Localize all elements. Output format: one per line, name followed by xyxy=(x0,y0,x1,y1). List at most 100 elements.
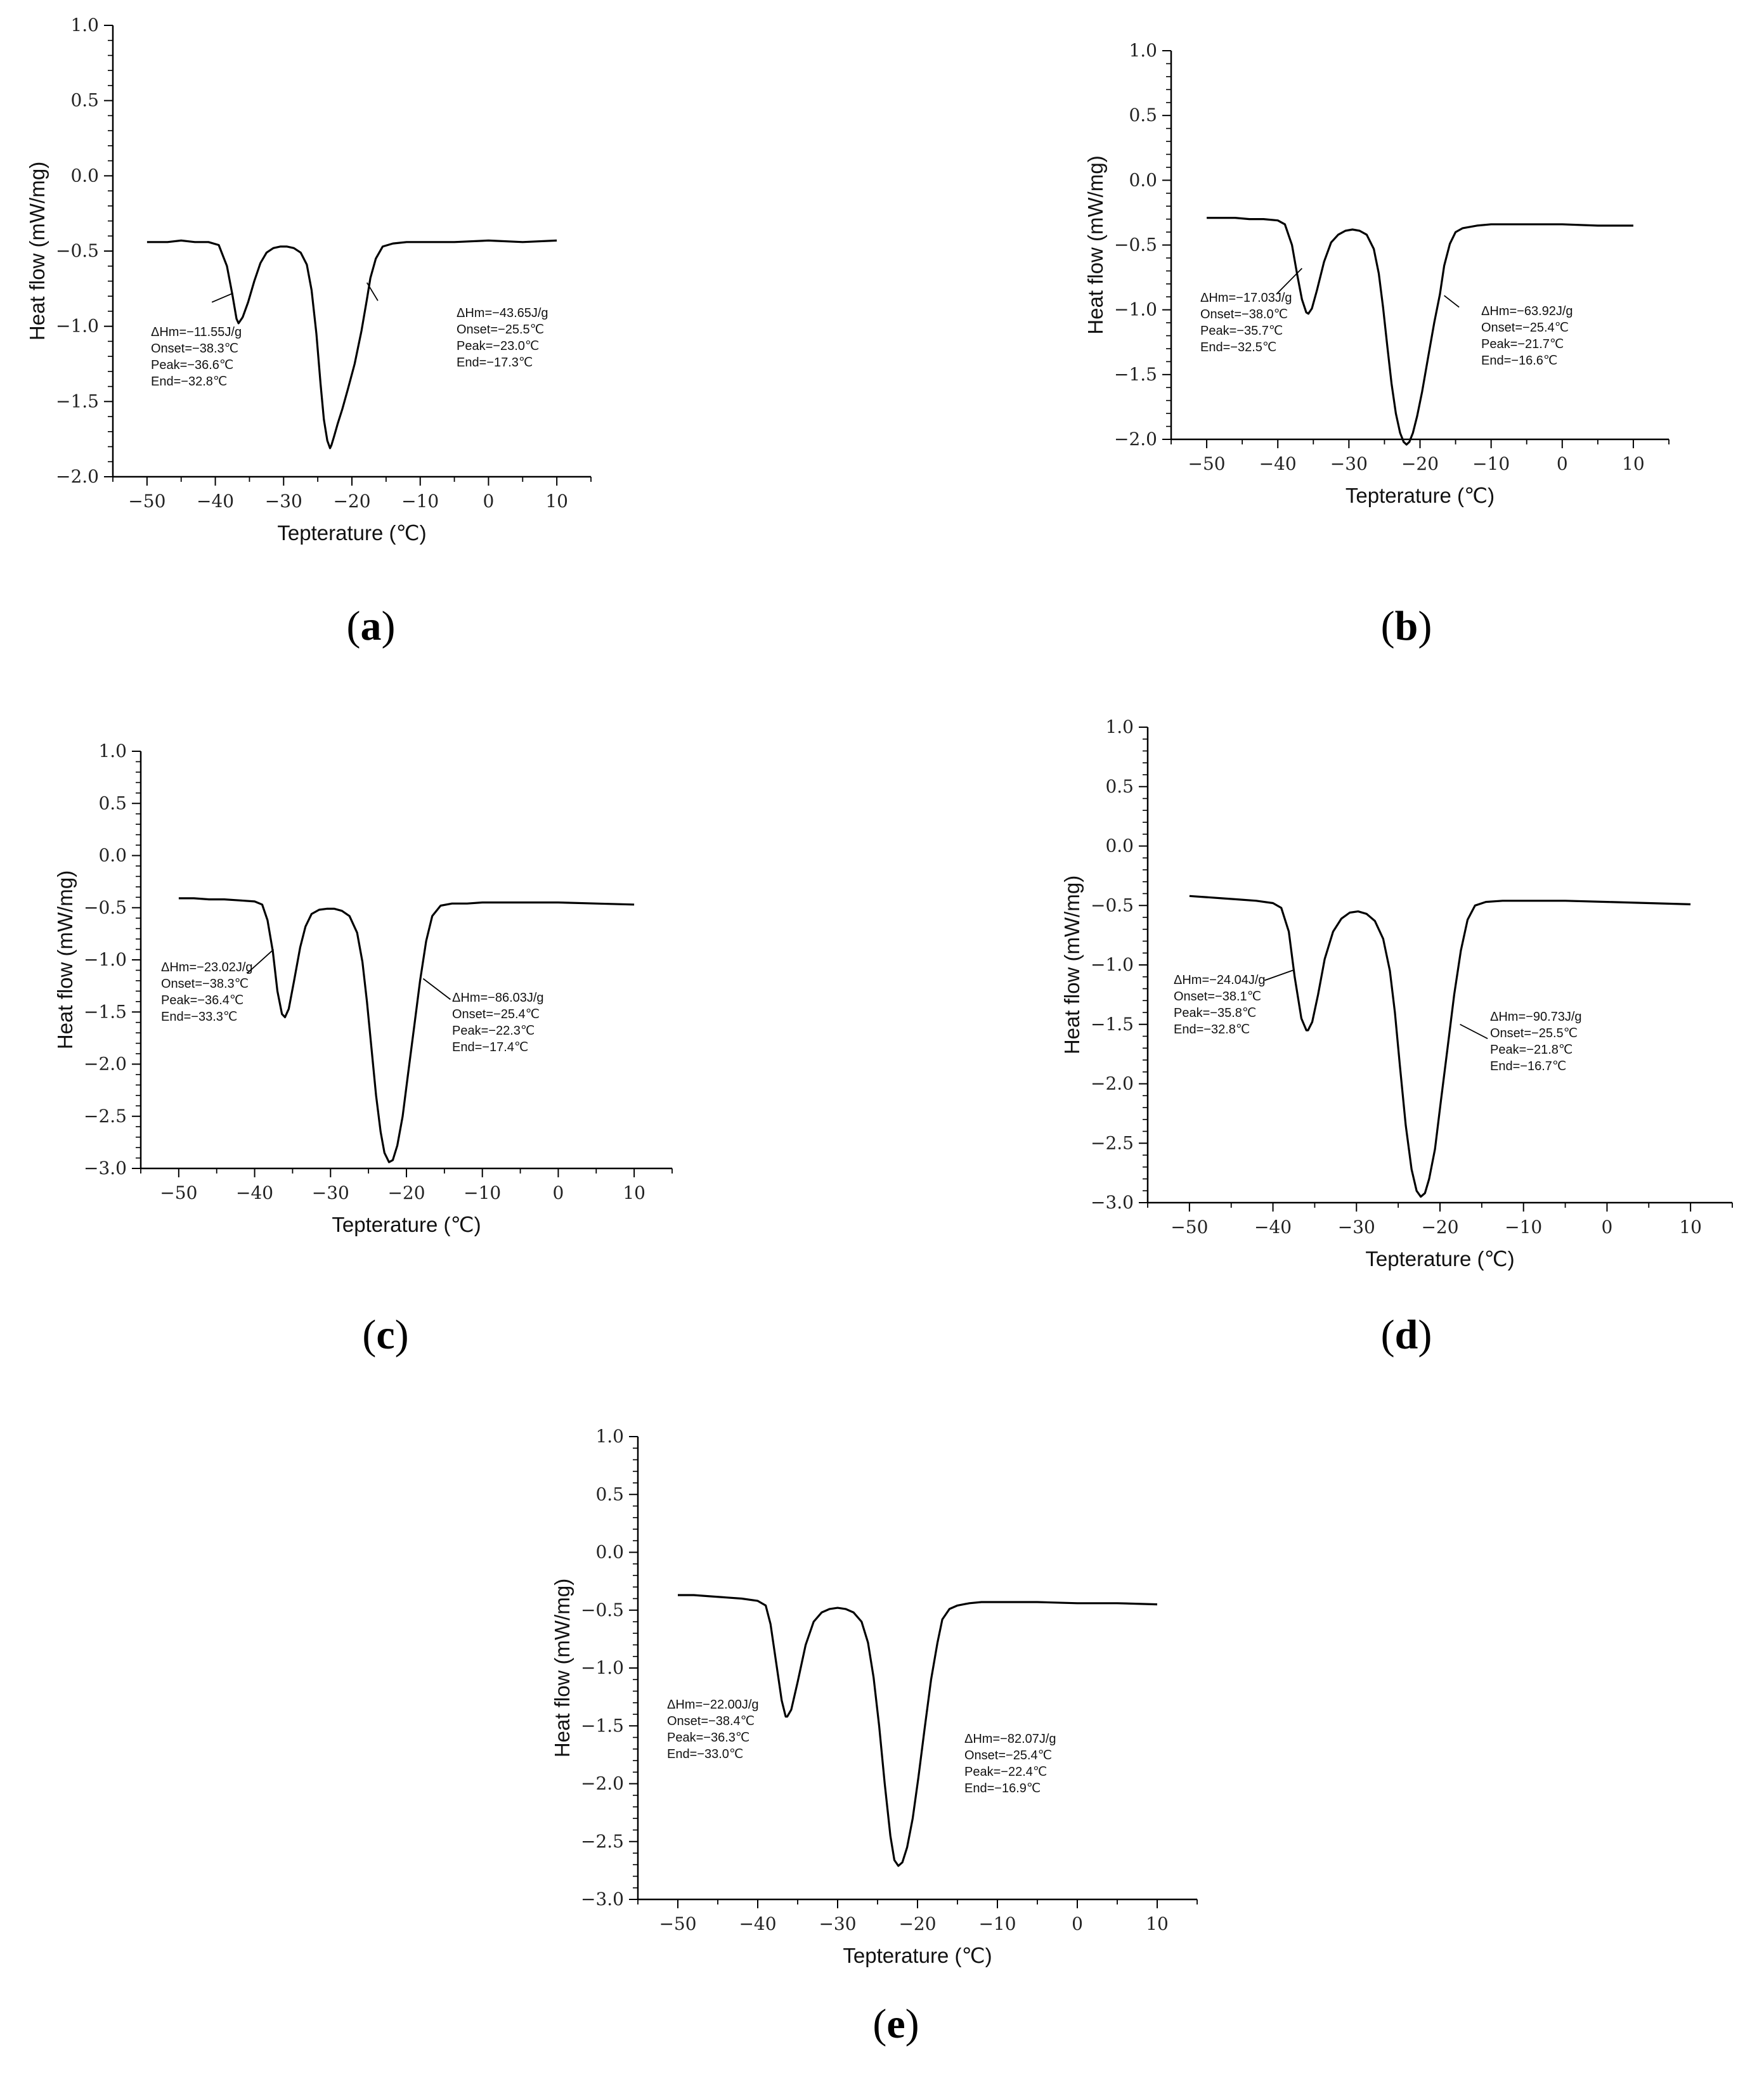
y-tick-label: −0.5 xyxy=(1114,235,1157,255)
x-tick-label: 0 xyxy=(1072,1913,1083,1934)
annotation-leader-line xyxy=(246,948,275,974)
x-tick-label: −50 xyxy=(1188,453,1226,474)
x-tick-label: −10 xyxy=(1505,1217,1542,1238)
x-tick-label: −10 xyxy=(978,1913,1016,1934)
chart-svg-c: −50 −40 −30 −20 −10 0 10 −3.0 −2.5 −2.0 −1.5 −1.0 −0… xyxy=(53,740,673,1236)
annotation-leader-line xyxy=(1276,268,1302,295)
y-tick-label: −1.5 xyxy=(581,1715,624,1736)
y-tick-label: 0.5 xyxy=(1129,105,1157,126)
annotation-text: Peak=−35.8℃ xyxy=(1174,1006,1256,1020)
y-tick-label: 0.0 xyxy=(98,845,127,866)
annotation-text: ΔHm=−22.00J/g xyxy=(667,1698,759,1712)
x-tick-label: 10 xyxy=(545,491,568,512)
y-tick-label: 1.0 xyxy=(1105,716,1134,737)
x-tick-label: −20 xyxy=(1401,453,1439,474)
y-tick-label: −2.5 xyxy=(581,1831,624,1852)
x-tick-label: 0 xyxy=(483,491,495,512)
annotation-text: ΔHm=−23.02J/g xyxy=(161,960,253,974)
heat-flow-series-line xyxy=(146,239,557,449)
y-tick-label: 1.0 xyxy=(1129,40,1157,61)
annotation-leader-line xyxy=(366,282,379,301)
x-tick-label: −30 xyxy=(819,1913,856,1934)
annotation-text: ΔHm=−43.65J/g xyxy=(457,306,548,320)
annotation-text: End=−16.6℃ xyxy=(1481,354,1557,368)
y-tick-label: −1.0 xyxy=(1114,299,1157,320)
x-tick-label: −40 xyxy=(739,1913,776,1934)
y-tick-label: −2.0 xyxy=(84,1054,127,1075)
annotation-text: Onset=−38.3℃ xyxy=(151,342,238,356)
annotation-text: Onset=−38.3℃ xyxy=(161,977,249,991)
annotation-text: ΔHm=−63.92J/g xyxy=(1481,304,1573,318)
panel-label-c: (c) xyxy=(362,1312,409,1358)
x-tick-label: −30 xyxy=(312,1182,349,1203)
annotation-text: End=−16.7℃ xyxy=(1490,1059,1566,1073)
annotation-text: Peak=−21.8℃ xyxy=(1490,1043,1573,1057)
x-tick-label: −30 xyxy=(265,491,302,512)
y-tick-label: −0.5 xyxy=(1091,895,1134,915)
annotation-leader-line xyxy=(422,978,451,1000)
x-tick-label: −20 xyxy=(387,1182,425,1203)
heat-flow-series-line xyxy=(1207,217,1633,446)
x-tick-label: −40 xyxy=(236,1182,273,1203)
x-tick-label: −40 xyxy=(1254,1217,1292,1238)
annotation-leader-line xyxy=(1444,295,1460,308)
y-axis-title: Heat flow (mW/mg) xyxy=(1060,876,1084,1054)
y-tick-label: 0.0 xyxy=(595,1542,624,1563)
annotation-text: End=−32.8℃ xyxy=(1174,1023,1250,1037)
annotation-text: End=−33.0℃ xyxy=(667,1747,743,1761)
chart-panel-b: −50 −40 −30 −20 −10 0 10 −2.0 −1.5 −1.0 −0.5 0.0 0.5… xyxy=(1063,38,1682,522)
x-tick-label: −40 xyxy=(197,491,234,512)
x-tick-label: 10 xyxy=(1622,453,1645,474)
annotation-leader-line xyxy=(211,292,233,303)
annotation-text: End=−32.8℃ xyxy=(151,375,227,389)
annotation-text: End=−16.9℃ xyxy=(964,1781,1041,1795)
x-tick-label: 10 xyxy=(1146,1913,1169,1934)
annotation-text: Peak=−36.4℃ xyxy=(161,993,243,1007)
x-tick-label: −50 xyxy=(160,1182,197,1203)
annotation-text: Onset=−38.0℃ xyxy=(1200,307,1288,321)
y-axis-title: Heat flow (mW/mg) xyxy=(550,1579,574,1757)
annotation-text: Onset=−25.4℃ xyxy=(1481,321,1569,335)
chart-panel-c: −50 −40 −30 −20 −10 0 10 −3.0 −2.5 −2.0 −1.5 −1.0 −0… xyxy=(33,739,685,1251)
x-tick-label: 0 xyxy=(1557,453,1568,474)
y-axis-title: Heat flow (mW/mg) xyxy=(53,870,77,1049)
x-tick-label: −50 xyxy=(1171,1217,1208,1238)
x-axis-title: Tepterature (℃) xyxy=(277,521,426,545)
y-tick-label: −2.0 xyxy=(56,466,99,487)
chart-svg-b: −50 −40 −30 −20 −10 0 10 −2.0 −1.5 −1.0 −0.5 0.0 0.5… xyxy=(1084,40,1670,507)
x-tick-label: −10 xyxy=(464,1182,501,1203)
heat-flow-series-line xyxy=(678,1594,1158,1867)
annotation-text: Peak=−36.6℃ xyxy=(151,358,233,372)
y-tick-label: 1.0 xyxy=(595,1426,624,1447)
x-tick-label: −40 xyxy=(1259,453,1297,474)
chart-svg-d: −50 −40 −30 −20 −10 0 10 −3.0 −2.5 −2.0 −1.5 −1.0 −0… xyxy=(1060,716,1733,1271)
y-tick-label: 0.0 xyxy=(70,165,99,186)
y-tick-label: −0.5 xyxy=(56,240,99,261)
annotation-text: End=−17.3℃ xyxy=(457,356,533,370)
panel-label-a: (a) xyxy=(346,603,396,649)
annotation-text: Peak=−36.3℃ xyxy=(667,1731,749,1745)
y-tick-label: −1.5 xyxy=(84,1001,127,1022)
annotation-text: Onset=−38.4℃ xyxy=(667,1714,755,1728)
x-axis-title: Tepterature (℃) xyxy=(1365,1247,1514,1271)
y-tick-label: 0.0 xyxy=(1129,169,1157,190)
chart-svg-a: −50 −40 −30 −20 −10 0 10 −2.0 −1.5 −1.0 −0.5 0.0 0.5… xyxy=(25,15,592,545)
panel-label-b: (b) xyxy=(1380,603,1432,649)
y-tick-label: 0.5 xyxy=(595,1484,624,1504)
annotation-text: Peak=−22.4℃ xyxy=(964,1765,1047,1779)
annotation-text: End=−17.4℃ xyxy=(452,1040,528,1054)
annotation-leader-line xyxy=(1460,1023,1488,1040)
x-tick-label: −50 xyxy=(659,1913,696,1934)
annotation-text: Peak=−22.3℃ xyxy=(452,1024,535,1038)
x-tick-label: −20 xyxy=(898,1913,936,1934)
chart-panel-d: −50 −40 −30 −20 −10 0 10 −3.0 −2.5 −2.0 −1.5 −1.0 −0… xyxy=(1040,714,1745,1285)
x-tick-label: 10 xyxy=(623,1182,645,1203)
y-tick-label: −1.5 xyxy=(56,391,99,411)
chart-panel-a: −50 −40 −30 −20 −10 0 10 −2.0 −1.5 −1.0 −0.5 0.0 0.5… xyxy=(5,13,604,559)
y-tick-label: −3.0 xyxy=(581,1889,624,1910)
annotation-text: End=−33.3℃ xyxy=(161,1010,237,1024)
annotation-text: Peak=−35.7℃ xyxy=(1200,324,1283,338)
y-tick-label: −2.0 xyxy=(581,1773,624,1794)
annotation-text: Onset=−25.4℃ xyxy=(452,1007,540,1021)
annotation-text: Onset=−25.5℃ xyxy=(457,323,544,337)
